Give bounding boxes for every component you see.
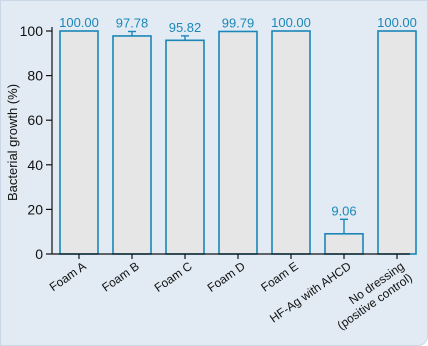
bar: [218, 30, 258, 255]
data-label: 100.00: [377, 15, 417, 30]
x-axis: Foam A Foam B Foam C Foam D Foam EHF-Ag with…: [47, 253, 415, 332]
y-axis-title: Bacterial growth (%): [5, 84, 20, 201]
x-tick-label: Foam E: [258, 259, 300, 295]
y-tick-label: 40: [27, 157, 43, 173]
bars: 100.00 97.78 95.82 99.79 100.00 9.06 100.00: [59, 15, 417, 255]
bar: [165, 39, 205, 255]
y-tick-label: 20: [27, 201, 43, 217]
y-tick-label: 60: [27, 112, 43, 128]
x-tick-label: Foam A: [47, 259, 89, 294]
bar: [59, 30, 99, 255]
y-tick-label: 80: [27, 68, 43, 84]
data-label: 99.79: [222, 15, 255, 30]
x-tick-label: Foam C: [152, 259, 195, 295]
y-axis: 0 20 40 60 80 100: [20, 23, 53, 262]
data-label: 9.06: [331, 203, 356, 218]
data-label: 97.78: [116, 15, 149, 30]
bar: [377, 30, 417, 255]
bar: [324, 232, 364, 255]
y-tick-label: 0: [35, 246, 43, 262]
data-label: 100.00: [271, 15, 311, 30]
bar: [271, 30, 311, 255]
x-tick-label: Foam B: [99, 259, 141, 295]
y-tick-label: 100: [20, 23, 44, 39]
data-label: 95.82: [169, 20, 202, 35]
x-tick-label: Foam D: [205, 259, 248, 295]
bar: [112, 35, 152, 255]
data-label: 100.00: [59, 15, 99, 30]
